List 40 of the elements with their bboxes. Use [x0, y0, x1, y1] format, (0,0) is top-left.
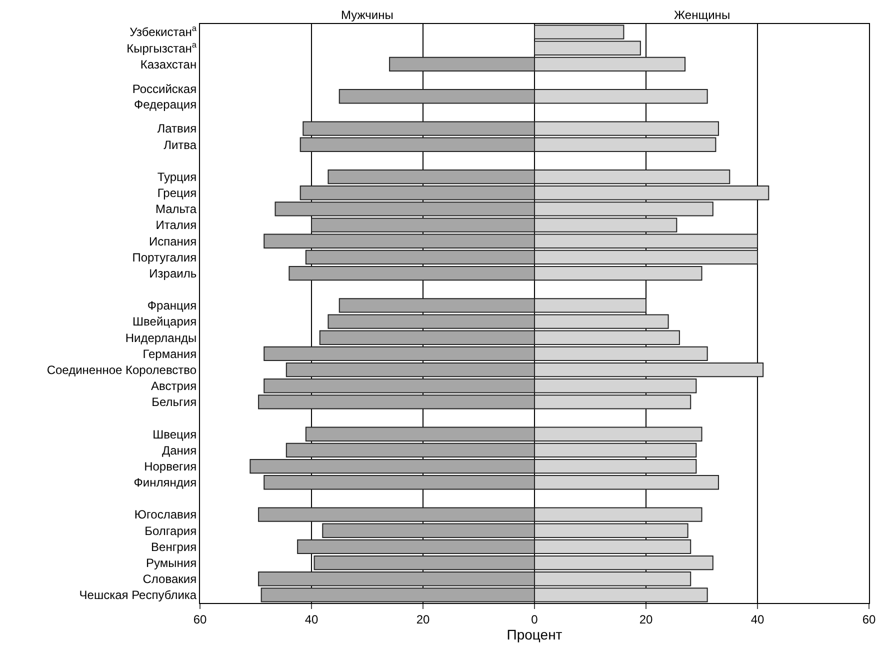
y-tick-label: Турция — [157, 170, 197, 184]
y-tick-label: Болгария — [144, 524, 197, 538]
x-tick-label: 20 — [639, 612, 653, 626]
y-tick-label: Чешская Республика — [79, 588, 197, 602]
y-tick-label: Швеция — [152, 427, 197, 442]
y-tick-label: Мальта — [155, 202, 197, 216]
y-tick-label: Финляндия — [134, 476, 197, 490]
x-tick-label: 0 — [531, 612, 538, 626]
y-tick-label: Швейцария — [132, 314, 197, 329]
y-tick-label: Венгрия — [151, 540, 197, 554]
y-tick-label: Узбекистан$^{а}$ — [130, 23, 197, 40]
y-tick-label: Соединенное Королевство — [46, 362, 197, 377]
y-tick-label: Франция — [147, 298, 197, 313]
y-tick-label: Португалия — [132, 250, 197, 264]
x-tick-label: 20 — [416, 612, 430, 626]
y-tick-label: Израиль — [149, 266, 197, 280]
y-tick-label: Германия — [142, 346, 197, 361]
y-tick-label: Казахстан — [140, 57, 197, 72]
y-tick-label: Австрия — [150, 379, 197, 394]
x-tick-label: 40 — [750, 612, 764, 626]
y-tick-label: Словакия — [142, 572, 197, 586]
x-tick-label: 40 — [304, 612, 318, 626]
y-tick-label: Российская Федерация — [132, 82, 197, 112]
y-tick-label: Испания — [148, 234, 197, 248]
y-tick-label: Бельгия — [152, 395, 197, 410]
y-tick-label: Нидерланды — [125, 330, 197, 345]
y-tick-label: Кыргызстан$^{а}$ — [126, 39, 197, 56]
y-tick-label: Югославия — [134, 508, 197, 522]
x-axis-title: Процент — [506, 626, 563, 643]
y-tick-label: Дания — [162, 443, 197, 458]
text: Мужчины — [341, 8, 394, 22]
x-tick-label: 60 — [193, 612, 207, 626]
y-tick-label: Италия — [156, 218, 197, 232]
y-tick-label: Греция — [157, 186, 197, 200]
y-tick-label: Норвегия — [144, 459, 197, 474]
text: Женщины — [674, 8, 730, 22]
x-tick-label: 60 — [862, 612, 876, 626]
y-tick-label: Литва — [164, 138, 197, 152]
y-tick-label: Румыния — [146, 556, 197, 570]
y-tick-label: Латвия — [157, 122, 197, 136]
